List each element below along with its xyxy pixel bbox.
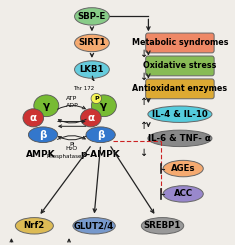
FancyBboxPatch shape bbox=[146, 56, 214, 76]
Text: ATP: ATP bbox=[66, 96, 78, 101]
FancyBboxPatch shape bbox=[146, 33, 214, 53]
Text: Metabolic syndromes: Metabolic syndromes bbox=[132, 38, 228, 48]
Text: Nrf2: Nrf2 bbox=[24, 221, 45, 230]
Text: Phosphatases: Phosphatases bbox=[46, 154, 84, 159]
Text: Thr 172: Thr 172 bbox=[73, 86, 94, 91]
Text: P: P bbox=[94, 96, 99, 101]
Ellipse shape bbox=[148, 130, 212, 147]
Text: ↓: ↓ bbox=[140, 72, 148, 82]
Text: SREBP1: SREBP1 bbox=[144, 221, 181, 230]
Text: α: α bbox=[87, 113, 94, 123]
Ellipse shape bbox=[163, 160, 203, 177]
Ellipse shape bbox=[91, 93, 102, 104]
Ellipse shape bbox=[74, 8, 109, 25]
Text: H₂O: H₂O bbox=[66, 147, 78, 151]
Ellipse shape bbox=[74, 34, 109, 52]
Text: IL-4 & IL-10: IL-4 & IL-10 bbox=[152, 110, 208, 119]
Text: AMPK: AMPK bbox=[26, 149, 56, 159]
Text: ↓: ↓ bbox=[140, 148, 148, 158]
Ellipse shape bbox=[81, 109, 101, 127]
Text: β: β bbox=[97, 130, 104, 140]
Text: AGEs: AGEs bbox=[171, 164, 196, 173]
Text: ACC: ACC bbox=[174, 189, 193, 198]
Ellipse shape bbox=[148, 106, 212, 122]
Text: γ: γ bbox=[100, 101, 107, 111]
Ellipse shape bbox=[74, 61, 109, 78]
Text: ADP: ADP bbox=[66, 103, 78, 109]
Text: SIRT1: SIRT1 bbox=[78, 38, 106, 48]
Text: ↑: ↑ bbox=[140, 121, 148, 131]
Text: Oxidative stress: Oxidative stress bbox=[143, 61, 217, 70]
Text: GLUT2/4: GLUT2/4 bbox=[74, 221, 114, 230]
Ellipse shape bbox=[73, 218, 115, 234]
FancyBboxPatch shape bbox=[146, 79, 214, 99]
Text: IL-6 & TNF- α: IL-6 & TNF- α bbox=[149, 134, 211, 143]
Text: p-AMPK: p-AMPK bbox=[81, 149, 121, 159]
Text: γ: γ bbox=[43, 101, 50, 111]
Ellipse shape bbox=[141, 218, 184, 234]
Ellipse shape bbox=[91, 95, 116, 117]
Ellipse shape bbox=[23, 109, 44, 127]
Ellipse shape bbox=[163, 186, 203, 202]
Text: LKB1: LKB1 bbox=[80, 65, 104, 74]
Text: β: β bbox=[39, 130, 47, 140]
Ellipse shape bbox=[28, 127, 58, 143]
Ellipse shape bbox=[15, 218, 53, 234]
Text: SBP-E: SBP-E bbox=[78, 12, 106, 21]
Text: Antioxidant enzymes: Antioxidant enzymes bbox=[132, 84, 227, 93]
Text: α: α bbox=[30, 113, 37, 123]
Text: ↑: ↑ bbox=[140, 97, 148, 107]
Ellipse shape bbox=[34, 95, 59, 117]
Text: Pi: Pi bbox=[69, 142, 74, 147]
Text: ↓: ↓ bbox=[140, 49, 148, 60]
Ellipse shape bbox=[86, 127, 115, 143]
